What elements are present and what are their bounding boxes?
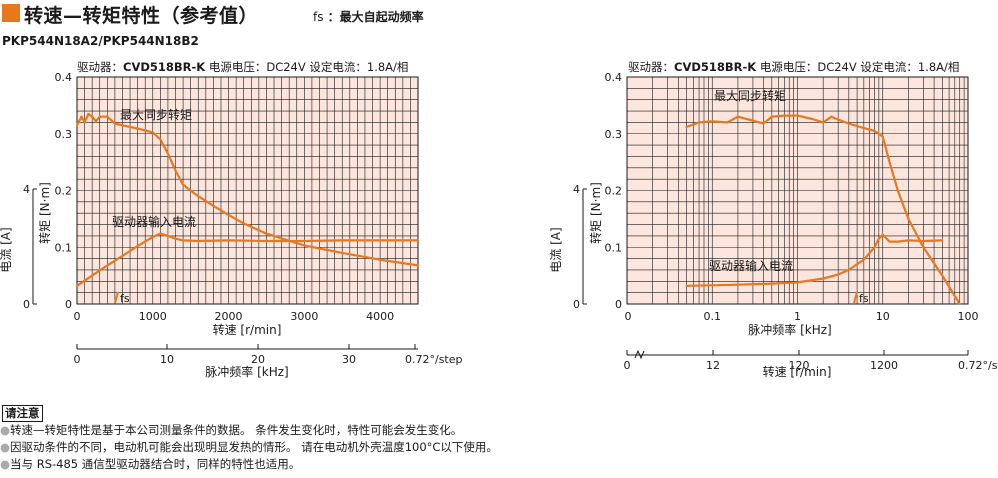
right-x-tick-label: 10 bbox=[876, 310, 890, 323]
section-title: 转速—转矩特性（参考值） bbox=[24, 5, 259, 27]
chart-left-grid bbox=[32, 76, 419, 350]
section-marker bbox=[2, 4, 20, 22]
bullet-icon: ● bbox=[0, 457, 11, 471]
left-fs-marker-label: fs bbox=[120, 292, 130, 305]
left-x-tick-label: 1000 bbox=[139, 310, 167, 323]
right-x2-tick-label: 120 bbox=[789, 359, 810, 372]
chart-right-series bbox=[685, 114, 961, 306]
left-y-tick-label: 0 bbox=[65, 298, 72, 311]
right-caption-prefix: 驱动器： bbox=[628, 60, 674, 74]
right-caption-rest: 电源电压：DC24V 设定电流：1.8A/相 bbox=[756, 60, 959, 74]
right-y-tick-label: 0.3 bbox=[605, 128, 623, 141]
left-caption-driver: CVD518BR-K bbox=[123, 60, 206, 74]
left-x2-tick-label: 10 bbox=[160, 353, 174, 366]
notes-title: 请注意 bbox=[2, 405, 43, 422]
note-text: 当与 RS-485 通信型驱动器结合时，同样的特性也适用。 bbox=[10, 457, 301, 471]
right-series-label-current: 驱动器输入电流 bbox=[709, 258, 793, 273]
right-x-axis-title: 脉冲频率 [kHz] bbox=[748, 322, 831, 337]
right-chart-caption: 驱动器：CVD518BR-K 电源电压：DC24V 设定电流：1.8A/相 bbox=[628, 60, 959, 74]
fs-description: ：最大自起动频率 bbox=[327, 10, 424, 24]
left-caption-rest: 电源电压：DC24V 设定电流：1.8A/相 bbox=[205, 60, 408, 74]
right-x-tick-label: 0.1 bbox=[704, 310, 722, 323]
right-y2-axis-title: 电流 [A] bbox=[549, 227, 563, 272]
left-series-label-torque: 最大同步转矩 bbox=[120, 107, 192, 122]
right-x2-axis-title: 转速 [r/min] bbox=[763, 364, 832, 379]
left-y2-tick-label: 0 bbox=[23, 298, 30, 311]
note-text: 因驱动条件的不同，电动机可能会出现明显发热的情形。 请在电动机外壳温度100°C… bbox=[10, 440, 498, 454]
left-chart-caption: 驱动器：CVD518BR-K 电源电压：DC24V 设定电流：1.8A/相 bbox=[77, 60, 408, 74]
left-x2-tick-label: 0 bbox=[74, 353, 81, 366]
left-y-tick-label: 0.4 bbox=[55, 71, 73, 84]
left-y-tick-label: 0.3 bbox=[55, 128, 73, 141]
left-x-tick-label: 3000 bbox=[290, 310, 318, 323]
left-series-label-current: 驱动器输入电流 bbox=[112, 214, 196, 229]
model-number: PKP544N18A2/PKP544N18B2 bbox=[2, 34, 199, 48]
left-series-line-current bbox=[75, 232, 420, 287]
left-series-line-torque bbox=[75, 112, 420, 267]
right-axis-break-icon bbox=[634, 349, 645, 360]
left-y-tick-label: 0.2 bbox=[55, 185, 73, 198]
right-series-label-torque: 最大同步转矩 bbox=[714, 88, 786, 103]
left-x-tick-label: 2000 bbox=[215, 310, 243, 323]
right-plot-border bbox=[626, 76, 969, 305]
right-fs-marker-label: fs bbox=[859, 292, 869, 305]
fs-legend: fs ：最大自起动频率 bbox=[313, 8, 424, 25]
right-x-tick-label: 100 bbox=[958, 310, 979, 323]
notes-section: 请注意 ●转速—转矩特性是基于本公司测量条件的数据。 条件发生变化时，特性可能会… bbox=[0, 405, 498, 473]
right-x2-tick-label: 0 bbox=[624, 359, 631, 372]
right-y-axis-title: 转矩 [N·m] bbox=[588, 182, 603, 244]
left-x2-tick-label: 30 bbox=[342, 353, 356, 366]
note-item: ●当与 RS-485 通信型驱动器结合时，同样的特性也适用。 bbox=[0, 456, 498, 473]
left-x-tick-label: 4000 bbox=[366, 310, 394, 323]
right-y-tick-label: 0.1 bbox=[605, 241, 623, 254]
right-y-tick-label: 0 bbox=[615, 298, 622, 311]
note-text: 转速—转矩特性是基于本公司测量条件的数据。 条件发生变化时，特性可能会发生变化。 bbox=[10, 423, 463, 437]
right-y2-tick-label: 0 bbox=[573, 298, 580, 311]
right-series-line-torque bbox=[685, 114, 961, 306]
right-x-tick-label-zero: 0 bbox=[625, 310, 632, 323]
left-y-tick-label: 0.1 bbox=[55, 241, 73, 254]
left-x-tick-label: 0 bbox=[74, 310, 81, 323]
left-y-axis-title: 转矩 [N·m] bbox=[37, 182, 52, 244]
right-y-tick-label: 0.2 bbox=[605, 185, 623, 198]
right-x2-tick-label: 12 bbox=[706, 359, 720, 372]
right-fs-marker-line bbox=[853, 291, 858, 304]
right-x2-tick-label: 1200 bbox=[870, 359, 898, 372]
left-y2-axis-title: 电流 [A] bbox=[0, 227, 13, 272]
left-x2-tick-label: 0.72°/step bbox=[405, 353, 463, 366]
right-caption-driver: CVD518BR-K bbox=[674, 60, 757, 74]
right-x-tick-label: 1 bbox=[794, 310, 801, 323]
left-fs-marker-line bbox=[114, 291, 119, 304]
right-y2-tick-label: 4 bbox=[573, 183, 580, 196]
left-x2-axis-title: 脉冲频率 [kHz] bbox=[205, 364, 288, 379]
fs-symbol: fs bbox=[313, 10, 324, 24]
chart-left-series bbox=[75, 112, 420, 304]
right-series-line-current bbox=[685, 233, 944, 287]
left-x-axis-title: 转速 [r/min] bbox=[213, 322, 282, 337]
bullet-icon: ● bbox=[0, 423, 11, 437]
bullet-icon: ● bbox=[0, 440, 11, 454]
left-caption-prefix: 驱动器： bbox=[77, 60, 123, 74]
right-y-tick-label: 0.4 bbox=[605, 71, 623, 84]
chart-right-grid bbox=[582, 76, 969, 360]
left-y2-tick-label: 4 bbox=[23, 183, 30, 196]
note-item: ●因驱动条件的不同，电动机可能会出现明显发热的情形。 请在电动机外壳温度100°… bbox=[0, 439, 498, 456]
left-x2-tick-label: 20 bbox=[251, 353, 265, 366]
left-plot-border bbox=[76, 76, 419, 305]
note-item: ●转速—转矩特性是基于本公司测量条件的数据。 条件发生变化时，特性可能会发生变化… bbox=[0, 422, 498, 439]
right-x2-tick-label: 0.72°/step bbox=[958, 359, 998, 372]
